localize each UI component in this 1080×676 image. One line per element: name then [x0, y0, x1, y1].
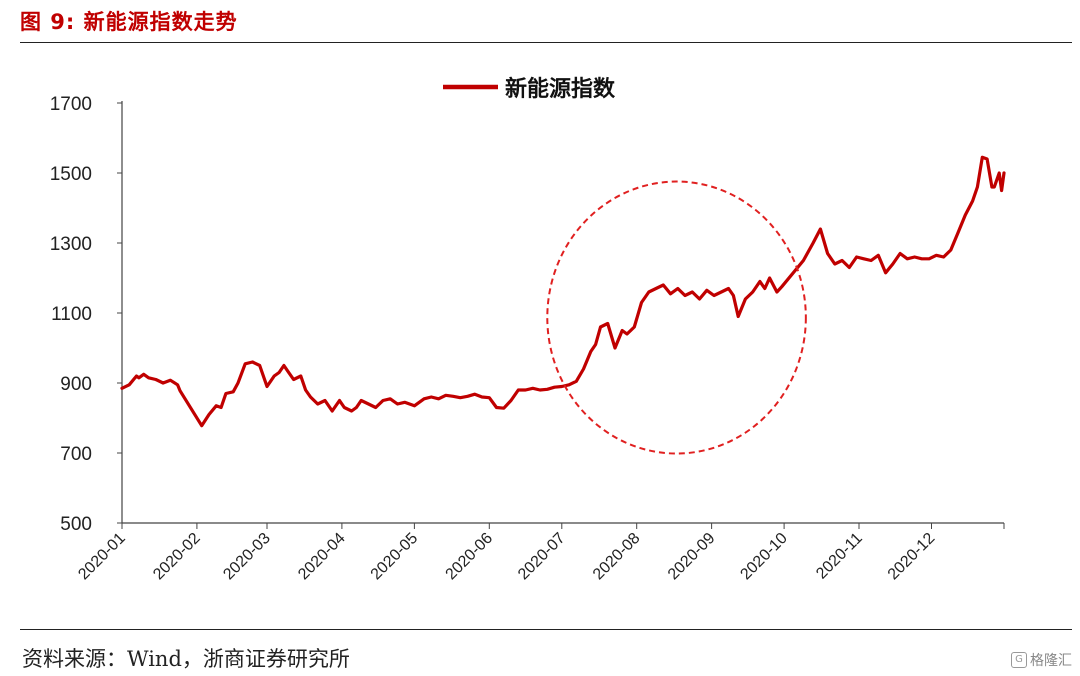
watermark-text: 格隆汇	[1030, 653, 1072, 669]
legend: 新能源指数	[443, 76, 616, 102]
series-line-xinnengyuan	[120, 155, 1006, 428]
x-axis: 2020-01 2020-02 2020-03 2020-04 2020-05 2020-…	[75, 522, 1005, 584]
y-tick-label: 1700	[50, 94, 92, 115]
x-tick-label: 2020-03	[220, 530, 274, 584]
x-tick-label: 2020-04	[295, 530, 349, 584]
x-tick-label: 2020-10	[737, 530, 791, 584]
series-layer	[120, 155, 1006, 428]
y-axis: 500 700 900 1100 1300 1500 1700	[50, 94, 123, 535]
x-tick-label: 2020-08	[590, 530, 644, 584]
legend-label: 新能源指数	[505, 76, 616, 102]
y-tick-label: 1300	[50, 234, 92, 255]
figure-title: 图 9: 新能源指数走势	[20, 10, 238, 34]
x-tick-label: 2020-02	[150, 530, 204, 584]
x-tick-label: 2020-05	[368, 530, 422, 584]
x-tick-label: 2020-07	[515, 530, 569, 584]
annotation-layer	[546, 180, 807, 455]
x-tick-label: 2020-09	[665, 530, 719, 584]
x-tick-label: 2020-12	[885, 530, 939, 584]
annotation-dashed-circle	[546, 180, 807, 455]
top-rule	[20, 42, 1072, 43]
y-tick-label: 1100	[51, 304, 92, 325]
y-tick-label: 900	[60, 374, 92, 395]
y-tick-label: 1500	[50, 164, 92, 185]
watermark: G 格隆汇	[1011, 650, 1072, 670]
x-tick-label: 2020-01	[75, 530, 129, 584]
source-note: 资料来源：Wind，浙商证券研究所	[22, 647, 350, 671]
x-tick-label: 2020-11	[813, 530, 866, 583]
watermark-logo-icon: G	[1011, 652, 1027, 668]
line-chart: 500 700 900 1100 1300 1500 1700 2020-01 2020-02…	[50, 76, 1006, 584]
x-tick-label: 2020-06	[443, 530, 497, 584]
bottom-rule	[20, 629, 1072, 630]
y-tick-label: 500	[60, 514, 92, 535]
y-tick-label: 700	[60, 444, 92, 465]
